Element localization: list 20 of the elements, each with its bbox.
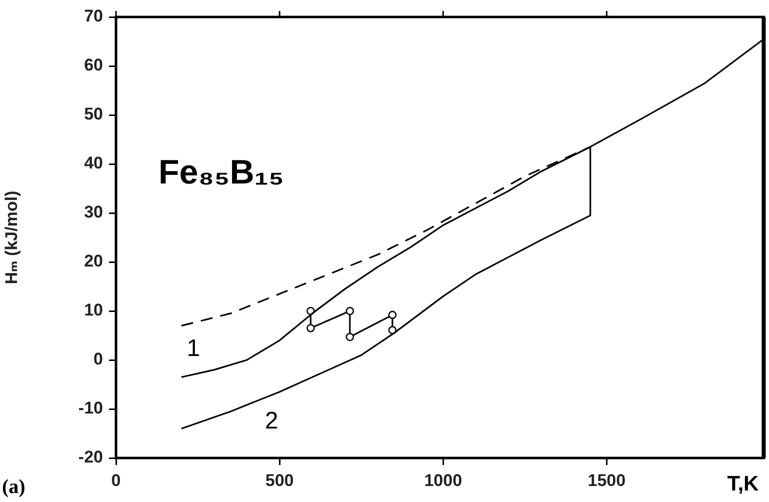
x-tick-label: 1000: [424, 470, 462, 490]
y-tick-label: 70: [84, 6, 103, 26]
y-axis-title: Hₘ (kJ/mol): [2, 190, 21, 284]
x-tick-label: 0: [111, 470, 121, 490]
y-tick-label: -20: [78, 448, 103, 467]
y-tick-label: 50: [84, 104, 103, 124]
y-tick-label: 10: [84, 300, 103, 320]
y-tick-label: 0: [94, 350, 103, 369]
series-label: 1: [186, 334, 200, 362]
y-tick-label: 30: [84, 202, 103, 222]
y-tick-label: 20: [84, 252, 103, 271]
y-tick-label: -10: [78, 398, 103, 418]
x-tick-label: 500: [265, 470, 294, 490]
x-tick-label: 1500: [588, 470, 626, 490]
text: Fe₈₅B₁₅: [158, 154, 284, 192]
text: (a): [2, 476, 26, 498]
y-tick-label: 60: [84, 56, 103, 75]
y-tick-label: 40: [84, 154, 103, 173]
series-label: 2: [264, 407, 278, 434]
x-axis-title: T,K: [727, 472, 759, 496]
